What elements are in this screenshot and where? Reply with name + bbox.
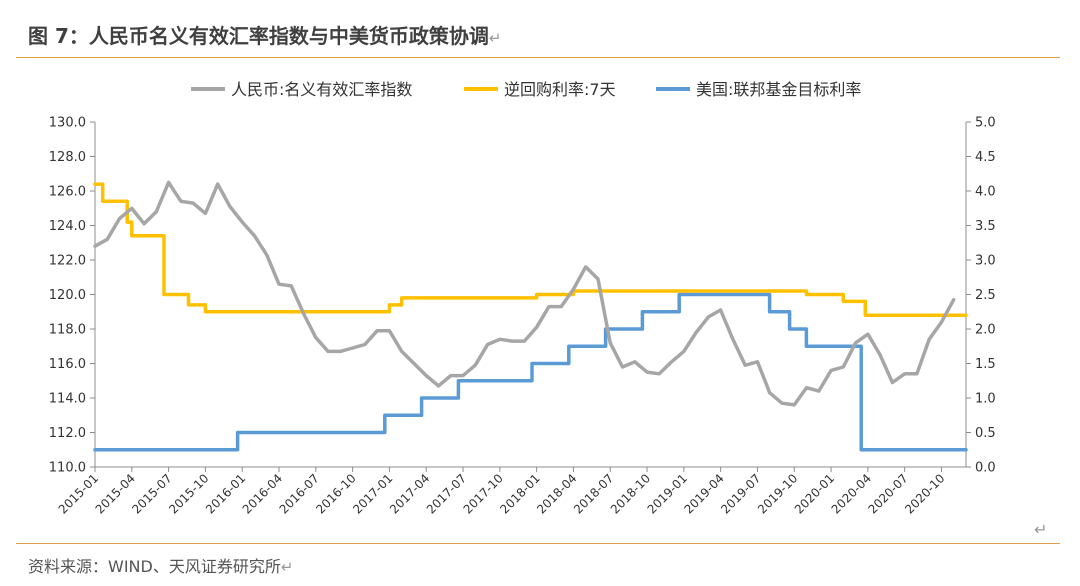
figure-source: 资料来源：WIND、天风证券研究所↵ [28, 553, 293, 577]
y-right-tick-label: 3.0 [975, 254, 996, 269]
y-left-tick-label: 112.0 [49, 426, 86, 441]
y-left-tick-label: 128.0 [49, 150, 86, 165]
legend-label-1: 人民币:名义有效汇率指数 [231, 80, 412, 99]
y-right-tick-label: 4.0 [975, 185, 996, 200]
x-tick-label: 2020-10 [902, 471, 947, 516]
legend-label-3: 美国:联邦基金目标利率 [696, 80, 861, 99]
y-right-tick-label: 0.0 [975, 461, 996, 476]
figure-title-text: 图 7：人民币名义有效汇率指数与中美货币政策协调 [28, 24, 489, 48]
figure-title: 图 7：人民币名义有效汇率指数与中美货币政策协调↵ [28, 20, 501, 49]
y-right-tick-label: 1.5 [975, 357, 996, 372]
legend-label-2: 逆回购利率:7天 [504, 80, 616, 99]
y-right-tick-label: 0.5 [975, 426, 996, 441]
return-mark-corner: ↵ [1034, 520, 1048, 539]
return-mark-source: ↵ [280, 558, 294, 576]
series-line-1 [93, 180, 956, 407]
y-left-tick-label: 126.0 [49, 185, 86, 200]
y-left-tick-label: 122.0 [49, 254, 86, 269]
chart: 人民币:名义有效汇率指数 逆回购利率:7天 美国:联邦基金目标利率 110.0 112… [49, 80, 996, 517]
source-rule [16, 543, 1060, 544]
chart-legend: 人民币:名义有效汇率指数 逆回购利率:7天 美国:联邦基金目标利率 [191, 80, 861, 99]
y-left-tick-label: 110.0 [49, 461, 86, 476]
return-mark: ↵ [488, 29, 502, 47]
y-left-tick-label: 118.0 [49, 323, 86, 338]
series-line-2 [93, 182, 968, 317]
y-left-tick-label: 116.0 [49, 357, 86, 372]
y-right-tick-label: 2.0 [975, 323, 996, 338]
y-right-tick-label: 4.5 [975, 150, 996, 165]
y-left-tick-label: 130.0 [49, 116, 86, 131]
figure-source-text: 资料来源：WIND、天风证券研究所 [28, 557, 281, 576]
chart-axes: 110.0 112.0 114.0 116.0 118.0 120.0 122.0 124.0… [49, 116, 996, 517]
y-right-tick-label: 1.0 [975, 392, 996, 407]
chart-series [93, 180, 968, 452]
y-right-tick-label: 3.5 [975, 219, 996, 234]
y-right-tick-label: 2.5 [975, 288, 996, 303]
y-left-tick-label: 114.0 [49, 392, 86, 407]
y-left-tick-label: 124.0 [49, 219, 86, 234]
title-rule [16, 57, 1060, 58]
y-right-tick-label: 5.0 [975, 116, 996, 131]
series-line-3 [93, 292, 968, 452]
y-left-tick-label: 120.0 [49, 288, 86, 303]
